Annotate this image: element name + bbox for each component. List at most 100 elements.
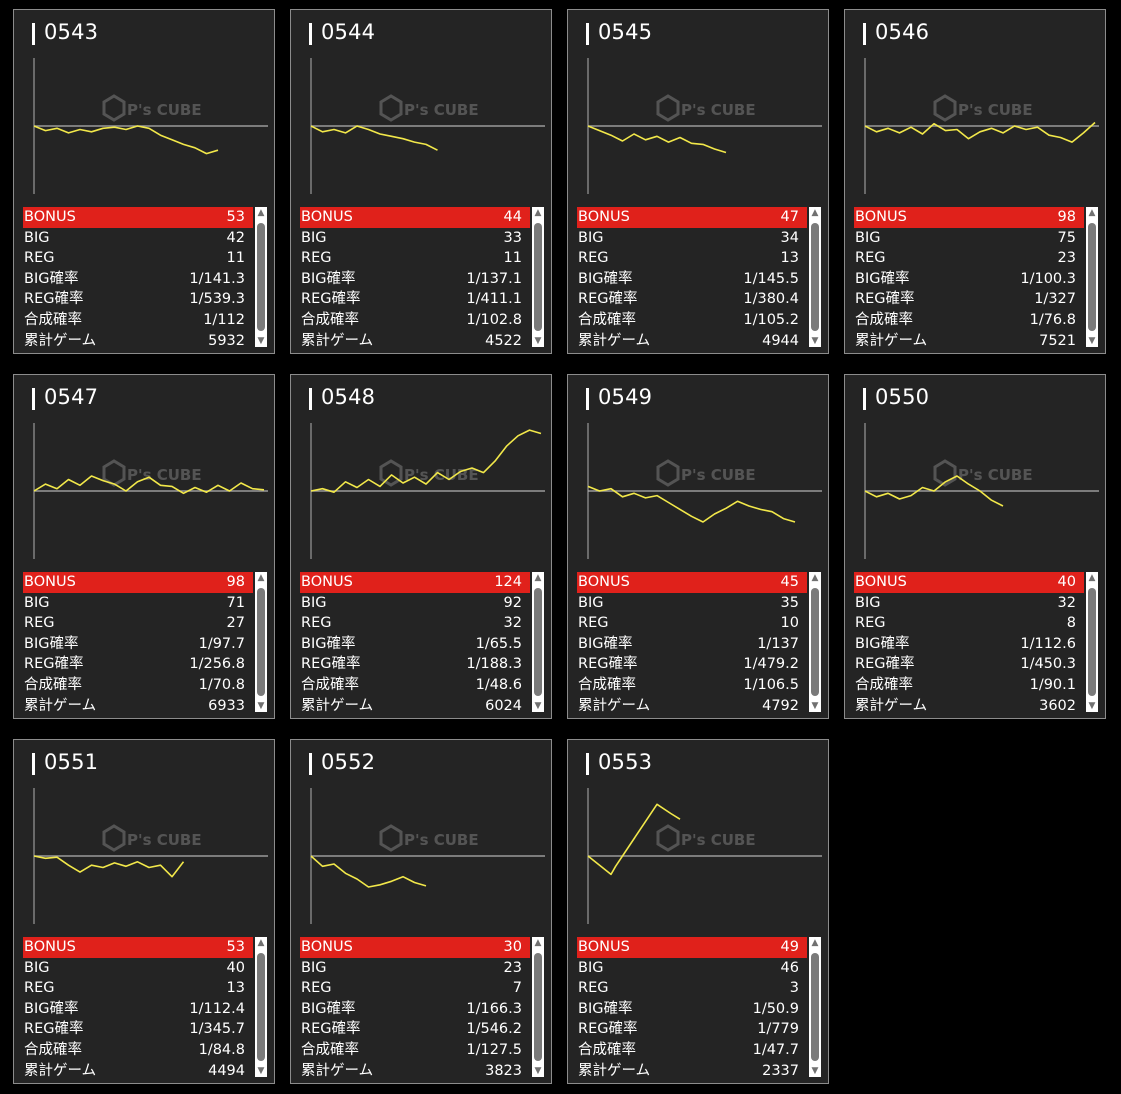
stats-scrollbar[interactable]: ▲ ▼ [532, 937, 544, 1077]
scrollbar-thumb[interactable] [534, 223, 542, 331]
reg-row: REG 13 [577, 248, 807, 269]
stat-value: 1/137.1 [466, 270, 522, 287]
machine-card[interactable]: 0546 P's CUBE BONUS 98 BIG 75 REG 23 BIG確率 1/100.… [844, 9, 1106, 354]
triangle-down-icon[interactable]: ▼ [257, 701, 265, 711]
triangle-down-icon[interactable]: ▼ [534, 1066, 542, 1076]
stats-scrollbar[interactable]: ▲ ▼ [532, 207, 544, 347]
triangle-up-icon[interactable]: ▲ [257, 208, 265, 218]
triangle-down-icon[interactable]: ▼ [1088, 336, 1096, 346]
stat-label: REG確率 [24, 656, 84, 673]
triangle-up-icon[interactable]: ▲ [811, 938, 819, 948]
scrollbar-thumb[interactable] [534, 953, 542, 1061]
triangle-up-icon[interactable]: ▲ [534, 938, 542, 948]
stat-label: BONUS [578, 939, 630, 955]
scrollbar-thumb[interactable] [257, 588, 265, 696]
triangle-up-icon[interactable]: ▲ [534, 208, 542, 218]
cube-logo-icon [656, 94, 680, 122]
scrollbar-thumb[interactable] [257, 953, 265, 1061]
stat-value: 1/48.6 [475, 676, 522, 693]
machine-card[interactable]: 0551 P's CUBE BONUS 53 BIG 40 REG 13 BIG確率 1/112.… [13, 739, 275, 1084]
triangle-up-icon[interactable]: ▲ [257, 573, 265, 583]
reg-row: REG 8 [854, 613, 1084, 634]
slump-series-line [310, 855, 427, 888]
scrollbar-thumb[interactable] [534, 588, 542, 696]
scrollbar-thumb[interactable] [1088, 223, 1096, 331]
stat-label: 累計ゲーム [578, 697, 651, 714]
triangle-down-icon[interactable]: ▼ [811, 336, 819, 346]
stats-scrollbar[interactable]: ▲ ▼ [1086, 572, 1098, 712]
stat-label: 累計ゲーム [301, 332, 374, 349]
bonus-row: BONUS 53 [23, 937, 253, 958]
slump-graph: P's CUBE [864, 423, 1099, 559]
machine-card[interactable]: 0548 P's CUBE BONUS 124 BIG 92 REG 32 BIG確率 1/65.… [290, 374, 552, 719]
watermark-brand-text: P's CUBE [127, 831, 202, 849]
stat-value: 23 [503, 959, 522, 976]
machine-card[interactable]: 0543 P's CUBE BONUS 53 BIG 42 REG 11 BIG確率 1/141.… [13, 9, 275, 354]
stat-value: 2337 [762, 1062, 799, 1079]
stat-label: REG確率 [855, 656, 915, 673]
triangle-down-icon[interactable]: ▼ [257, 336, 265, 346]
triangle-down-icon[interactable]: ▼ [534, 336, 542, 346]
bonus-row: BONUS 53 [23, 207, 253, 228]
scrollbar-thumb[interactable] [811, 588, 819, 696]
slump-series-line [587, 485, 796, 523]
stats-scrollbar[interactable]: ▲ ▼ [809, 937, 821, 1077]
stat-value: 1/546.2 [466, 1021, 522, 1038]
machine-card[interactable]: 0550 P's CUBE BONUS 40 BIG 32 REG 8 BIG確率 1/112.6… [844, 374, 1106, 719]
machine-card[interactable]: 0544 P's CUBE BONUS 44 BIG 33 REG 11 BIG確率 1/137.… [290, 9, 552, 354]
stat-label: 累計ゲーム [578, 332, 651, 349]
stats-scrollbar[interactable]: ▲ ▼ [1086, 207, 1098, 347]
stat-value: 1/65.5 [475, 635, 522, 652]
stat-label: REG確率 [301, 1021, 361, 1038]
stat-label: BONUS [578, 574, 630, 590]
stat-label: REG確率 [578, 656, 638, 673]
scrollbar-thumb[interactable] [1088, 588, 1096, 696]
stat-label: BONUS [24, 209, 76, 225]
title-accent-bar [586, 388, 589, 410]
slump-graph: P's CUBE [310, 58, 545, 194]
cube-logo-icon [379, 824, 403, 852]
machine-card[interactable]: 0552 P's CUBE BONUS 30 BIG 23 REG 7 BIG確率 1/166.3… [290, 739, 552, 1084]
stat-label: BIG [578, 959, 604, 976]
slump-series-line [864, 475, 1004, 507]
stat-value: 124 [494, 574, 522, 590]
stat-label: BONUS [24, 574, 76, 590]
stat-label: BONUS [24, 939, 76, 955]
slump-graph: P's CUBE [33, 423, 268, 559]
machine-card[interactable]: 0545 P's CUBE BONUS 47 BIG 34 REG 13 BIG確率 1/145.… [567, 9, 829, 354]
triangle-up-icon[interactable]: ▲ [1088, 208, 1096, 218]
scrollbar-thumb[interactable] [811, 223, 819, 331]
stats-scrollbar[interactable]: ▲ ▼ [809, 572, 821, 712]
stats-scrollbar[interactable]: ▲ ▼ [255, 572, 267, 712]
combined-rate-row: 合成確率 1/84.8 [23, 1040, 253, 1061]
total-games-row: 累計ゲーム 7521 [854, 331, 1084, 352]
triangle-up-icon[interactable]: ▲ [811, 573, 819, 583]
scrollbar-thumb[interactable] [257, 223, 265, 331]
cube-logo-icon [379, 459, 403, 487]
triangle-down-icon[interactable]: ▼ [811, 701, 819, 711]
stat-value: 53 [226, 209, 245, 225]
stats-scrollbar[interactable]: ▲ ▼ [532, 572, 544, 712]
triangle-down-icon[interactable]: ▼ [811, 1066, 819, 1076]
stat-value: 1/166.3 [466, 1000, 522, 1017]
reg-row: REG 10 [577, 613, 807, 634]
triangle-up-icon[interactable]: ▲ [257, 938, 265, 948]
stat-label: REG [24, 980, 55, 997]
machine-card[interactable]: 0547 P's CUBE BONUS 98 BIG 71 REG 27 BIG確率 1/97.7… [13, 374, 275, 719]
triangle-down-icon[interactable]: ▼ [534, 701, 542, 711]
stat-value: 32 [503, 615, 522, 632]
machine-card[interactable]: 0553 P's CUBE BONUS 49 BIG 46 REG 3 BIG確率 1/50.9 R… [567, 739, 829, 1084]
stats-scrollbar[interactable]: ▲ ▼ [255, 207, 267, 347]
triangle-up-icon[interactable]: ▲ [534, 573, 542, 583]
triangle-down-icon[interactable]: ▼ [257, 1066, 265, 1076]
scrollbar-thumb[interactable] [811, 953, 819, 1061]
triangle-up-icon[interactable]: ▲ [811, 208, 819, 218]
stat-label: BIG [24, 959, 50, 976]
triangle-down-icon[interactable]: ▼ [1088, 701, 1096, 711]
machine-card[interactable]: 0549 P's CUBE BONUS 45 BIG 35 REG 10 BIG確率 1/137 R… [567, 374, 829, 719]
reg-row: REG 23 [854, 248, 1084, 269]
combined-rate-row: 合成確率 1/90.1 [854, 675, 1084, 696]
triangle-up-icon[interactable]: ▲ [1088, 573, 1096, 583]
stats-scrollbar[interactable]: ▲ ▼ [255, 937, 267, 1077]
stats-scrollbar[interactable]: ▲ ▼ [809, 207, 821, 347]
